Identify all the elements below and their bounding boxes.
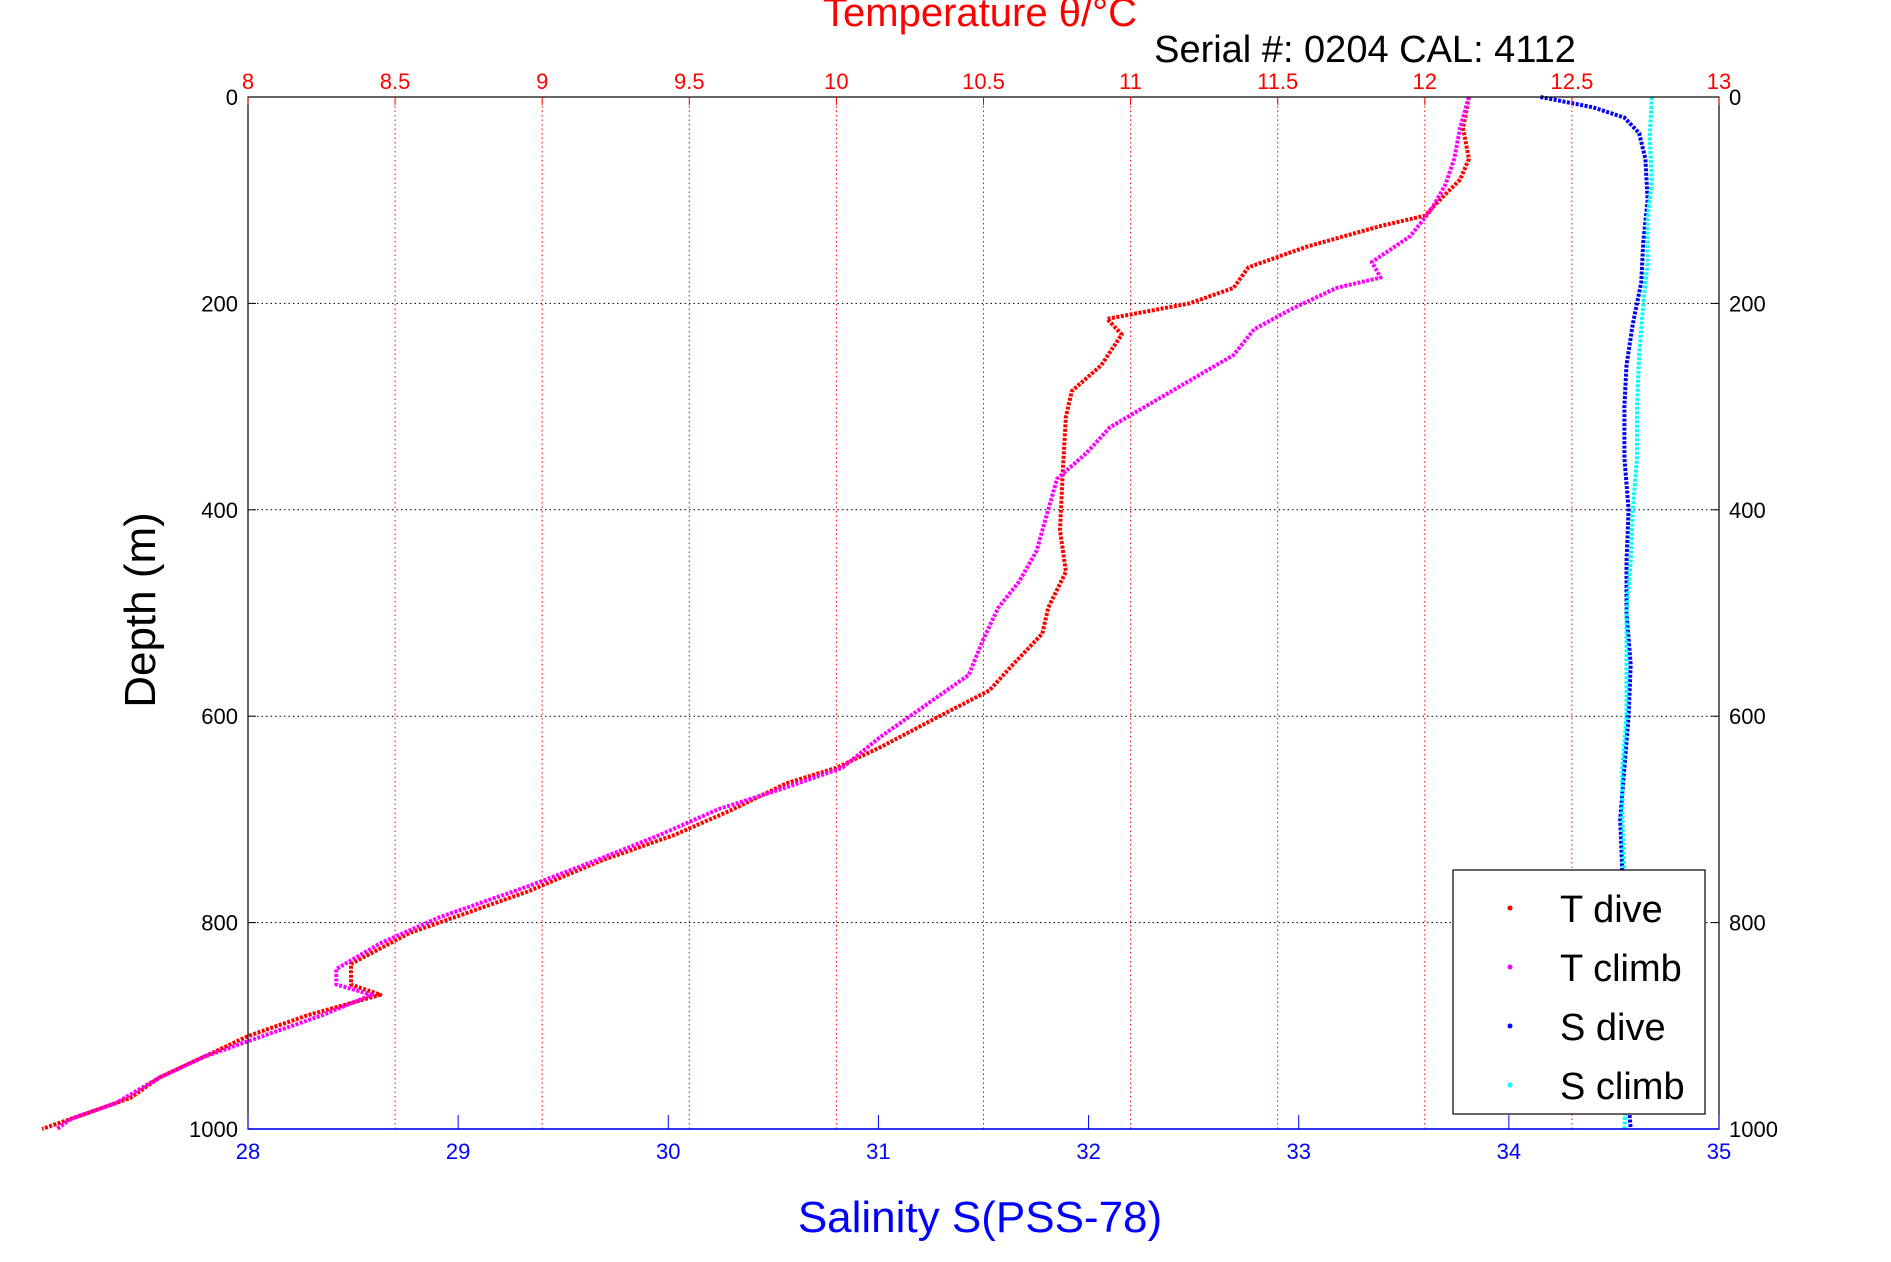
- temp-tick-label: 8: [242, 69, 254, 94]
- chart-title: Temperature θ/°C: [823, 0, 1137, 35]
- depth-tick-label-right: 1000: [1729, 1117, 1778, 1142]
- depth-tick-label: 600: [201, 704, 238, 729]
- depth-tick-label-right: 800: [1729, 911, 1766, 936]
- depth-tick-label: 1000: [189, 1117, 238, 1142]
- legend-marker-s-climb: [1507, 1082, 1513, 1088]
- salinity-tick-label: 30: [656, 1139, 680, 1164]
- temp-tick-label: 10: [824, 69, 848, 94]
- legend: T dive T climb S dive S climb: [1452, 869, 1706, 1115]
- depth-tick-label: 0: [226, 85, 238, 110]
- temp-tick-label: 9: [536, 69, 548, 94]
- salinity-tick-label: 28: [236, 1139, 260, 1164]
- temp-tick-label: 13: [1707, 69, 1731, 94]
- salinity-tick-label: 34: [1497, 1139, 1521, 1164]
- legend-box: [1452, 869, 1706, 1115]
- depth-tick-label-right: 600: [1729, 704, 1766, 729]
- depth-tick-label: 400: [201, 498, 238, 523]
- depth-tick-label-right: 0: [1729, 85, 1741, 110]
- temp-tick-label: 11: [1119, 69, 1142, 94]
- legend-item-t-climb: T climb: [1507, 948, 1682, 990]
- salinity-tick-label: 35: [1707, 1139, 1731, 1164]
- depth-tick-label: 800: [201, 911, 238, 936]
- salinity-tick-label: 33: [1286, 1139, 1310, 1164]
- salinity-tick-label: 29: [446, 1139, 470, 1164]
- legend-item-s-climb: S climb: [1507, 1066, 1685, 1108]
- legend-label-s-climb: S climb: [1560, 1066, 1685, 1108]
- temp-tick-label: 8.5: [380, 69, 411, 94]
- y-axis-label: Depth (m): [116, 512, 165, 708]
- temp-tick-label: 10.5: [962, 69, 1005, 94]
- temp-tick-label: 11.5: [1257, 69, 1298, 94]
- temp-tick-label: 9.5: [674, 69, 705, 94]
- temp-tick-label: 12: [1413, 69, 1437, 94]
- temp-tick-label: 12.5: [1550, 69, 1593, 94]
- legend-item-t-dive: T dive: [1507, 889, 1663, 931]
- legend-marker-t-climb: [1507, 964, 1513, 970]
- legend-marker-s-dive: [1507, 1023, 1513, 1029]
- depth-tick-label: 200: [201, 291, 238, 316]
- salinity-tick-label: 31: [866, 1139, 890, 1164]
- legend-label-t-dive: T dive: [1560, 889, 1663, 931]
- x-bottom-axis-label: Salinity S(PSS-78): [798, 1193, 1162, 1242]
- series-t-dive-line: [41, 96, 1471, 1131]
- chart-subtitle: Serial #: 0204 CAL: 4112: [1154, 29, 1576, 71]
- legend-label-t-climb: T climb: [1560, 948, 1682, 990]
- legend-marker-t-dive: [1507, 905, 1513, 911]
- series-t-climb-line: [55, 96, 1471, 1131]
- depth-tick-label-right: 200: [1729, 291, 1766, 316]
- legend-label-s-dive: S dive: [1560, 1007, 1666, 1049]
- depth-tick-label-right: 400: [1729, 498, 1766, 523]
- legend-item-s-dive: S dive: [1507, 1007, 1666, 1049]
- salinity-tick-label: 32: [1076, 1139, 1100, 1164]
